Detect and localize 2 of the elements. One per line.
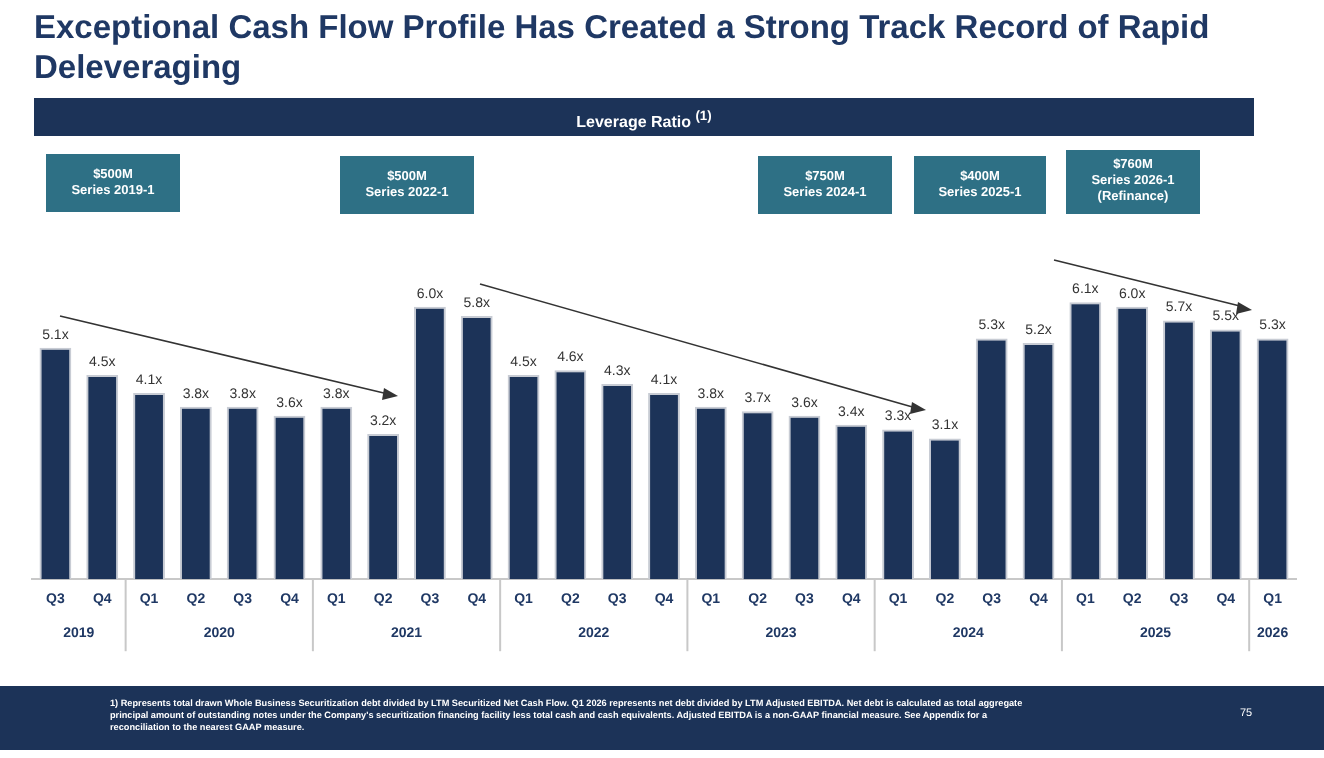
chart-subtitle: Leverage Ratio $^{(1)}$ — [34, 98, 1254, 136]
chart-title: Exceptional Cash Flow Profile Has Created a Strong Track Record of Rapid Deleveraging — [34, 8, 1212, 88]
